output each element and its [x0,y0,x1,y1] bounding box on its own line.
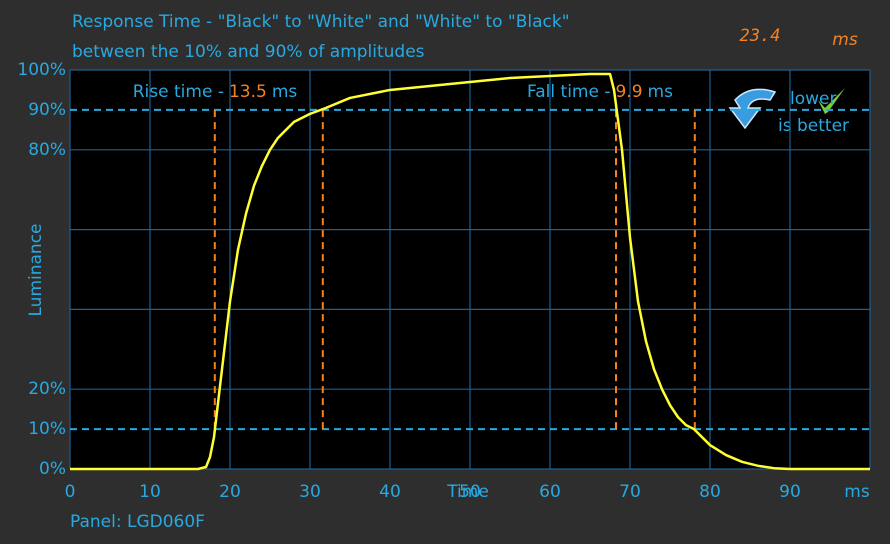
annotation: Rise time -13.5 ms [133,82,298,102]
annotation-unit: ms [272,82,298,102]
total-value: 23.4 [740,26,781,46]
annotation: Fall time -9.9 ms [527,82,673,102]
chart-subtitle: between the 10% and 90% of amplitudes [72,42,425,62]
y-tick-label: 10% [28,419,66,439]
annotation-value: 9.9 [615,82,642,102]
x-tick-label: 80 [699,482,721,502]
badge-top: lower [790,89,836,109]
y-tick-label: 0% [39,459,66,479]
x-tick-label: 70 [619,482,641,502]
footer: Panel: LGD060F [70,512,205,532]
y-tick-label: 100% [17,60,66,80]
x-tick-label: 50 [459,482,481,502]
chart-title: Response Time - "Black" to "White" and "… [72,12,570,32]
annotation-label: Fall time - [527,82,610,102]
badge: lower is better [728,88,849,136]
x-tick-label: 20 [219,482,241,502]
x-axis-label: Time [446,482,489,502]
badge-arrow [728,88,777,130]
series-line [70,72,870,471]
total-unit: ms [832,30,858,50]
y-tick-label: 80% [28,140,66,160]
x-tick-label: 90 [779,482,801,502]
x-unit: ms [844,482,870,502]
badge-bottom: is better [778,116,849,136]
x-tick-label: 0 [65,482,76,502]
y-tick-label: 20% [28,379,66,399]
annotation-label: Rise time - [133,82,224,102]
x-tick-label: 10 [139,482,161,502]
x-tick-label: 40 [379,482,401,502]
annotation-value: 13.5 [229,82,267,102]
y-axis-label: Luminance [26,223,46,316]
x-tick-label: 60 [539,482,561,502]
y-tick-label: 90% [28,100,66,120]
x-tick-label: 30 [299,482,321,502]
annotation-unit: ms [648,82,674,102]
